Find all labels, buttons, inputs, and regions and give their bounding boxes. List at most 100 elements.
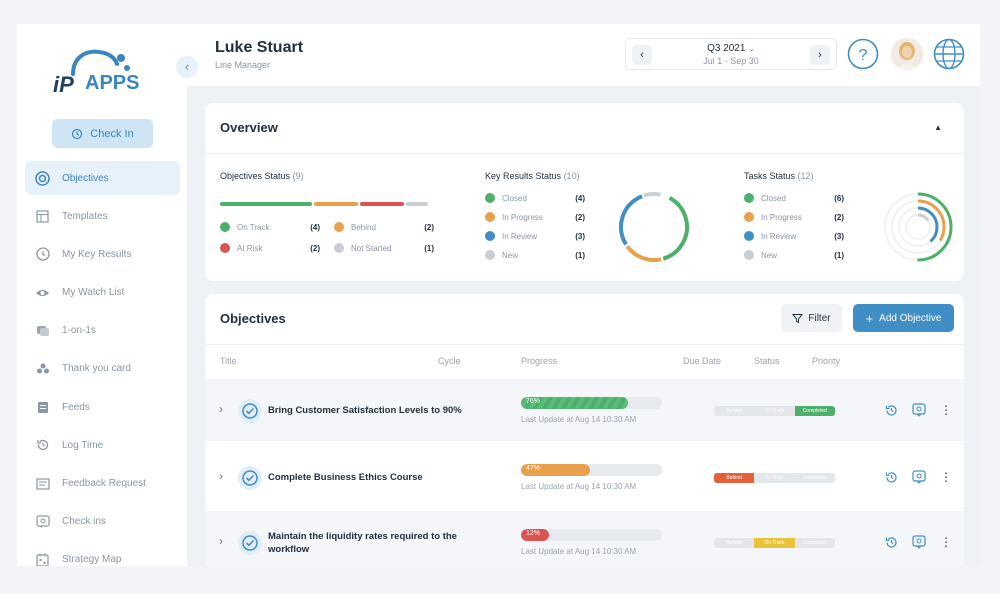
mail-icon [35,476,50,491]
legend-label: In Progress [502,212,543,222]
radial-arc-in-review [897,206,939,248]
legend-dot [485,193,495,203]
status-option-behind[interactable]: Behind [714,473,755,483]
more-options-icon[interactable]: ⋮ [940,535,952,549]
sidebar-item-templates[interactable]: Templates [25,199,180,233]
check-in-label: Check In [90,127,134,140]
checkin-icon[interactable] [912,535,926,549]
quarter-dropdown[interactable]: Q3 2021 ⌄ [626,43,836,54]
column-header-priority[interactable]: Priority [812,356,841,366]
globe-icon[interactable] [933,38,965,70]
legend-label: In Review [761,231,797,241]
legend-dot [334,243,344,253]
clock-icon [35,247,50,262]
sidebar-item-my-watch-list[interactable]: My Watch List [25,276,180,310]
radial-arc-new [904,213,932,241]
sidebar-item-check-ins[interactable]: Check ins [25,505,180,539]
add-objective-label: Add Objective [879,312,942,324]
sidebar-item-my-key-results[interactable]: My Key Results [25,237,180,271]
legend-label: Behind [351,222,376,232]
chevron-down-icon: ⌄ [748,44,755,53]
legend-item: At Risk (2) [220,243,320,253]
sidebar-item-thank-you-card[interactable]: Thank you card [25,352,180,386]
objective-title[interactable]: Complete Business Ethics Course [268,472,423,483]
history-icon[interactable] [885,471,898,484]
legend-value: (4) [575,193,585,203]
table-row[interactable]: › Maintain the liquidity rates required … [205,511,964,566]
sidebar-item-strategy-map[interactable]: Strategy Map [25,543,180,566]
tasks-status-count: (12) [797,171,814,181]
chevron-left-icon: ‹ [640,49,644,61]
chevron-right-icon: › [818,49,822,61]
expand-row-icon[interactable]: › [219,402,223,416]
column-header-status[interactable]: Status [754,356,780,366]
status-selector[interactable]: Behind On Track Completed [714,406,835,416]
status-option-completed[interactable]: Completed [794,538,835,548]
status-option-behind[interactable]: Behind [714,406,755,416]
divider [205,344,964,345]
status-option-on-track[interactable]: On Track [754,538,795,548]
sidebar-item-objectives[interactable]: Objectives [25,161,180,195]
status-option-behind[interactable]: Behind [714,538,755,548]
quarter-selector: ‹ Q3 2021 ⌄ Jul 1 - Sep 30 › [625,38,837,70]
column-header-title[interactable]: Title [220,356,237,366]
legend-dot [485,212,495,222]
column-header-cycle[interactable]: Cycle [438,356,461,366]
donut-segment-closed [619,192,689,262]
legend-value: (1) [575,250,585,260]
legend-dot [220,243,230,253]
status-option-on-track[interactable]: On Track [754,473,795,483]
filter-button[interactable]: Filter [781,304,842,332]
more-options-icon[interactable]: ⋮ [940,470,952,484]
radial-arc-closed [883,192,953,262]
sidebar-item-feeds[interactable]: Feeds [25,390,180,424]
status-selector[interactable]: Behind On Track Completed [714,473,835,483]
avatar[interactable] [891,38,923,70]
checkin-icon[interactable] [912,403,926,417]
legend-value: (6) [834,193,844,203]
legend-label: New [502,250,519,260]
table-row[interactable]: › Bring Customer Satisfaction Levels to … [205,379,964,441]
column-header-due-date[interactable]: Due Date [683,356,722,366]
legend-dot [744,193,754,203]
status-selector[interactable]: Behind On Track Completed [714,538,835,548]
check-in-button[interactable]: Check In [52,119,153,148]
top-header: Luke Stuart Line Manager ‹ Q3 2021 ⌄ Jul… [187,24,980,86]
status-option-completed[interactable]: Completed [794,473,835,483]
table-row[interactable]: › Complete Business Ethics Course 47% La… [205,446,964,508]
checkin-icon[interactable] [912,470,926,484]
previous-quarter-button[interactable]: ‹ [632,45,652,65]
legend-value: (2) [834,212,844,222]
expand-row-icon[interactable]: › [219,469,223,483]
sidebar-item-feedback-request[interactable]: Feedback Request [25,467,180,501]
expand-row-icon[interactable]: › [219,534,223,548]
next-quarter-button[interactable]: › [810,45,830,65]
help-icon[interactable]: ? [847,38,879,70]
collapse-sidebar-button[interactable]: ‹ [176,56,198,78]
status-option-completed[interactable]: Completed [794,406,835,416]
objectives-card: Objectives Filter + Add Objective Title … [205,294,964,566]
more-options-icon[interactable]: ⋮ [940,403,952,417]
objective-title[interactable]: Maintain the liquidity rates required to… [268,531,457,555]
key-results-status-label: Key Results Status [485,171,562,181]
objective-title[interactable]: Bring Customer Satisfaction Levels to 90… [268,405,462,416]
sidebar-item-log-time[interactable]: Log Time [25,428,180,462]
legend-label: New [761,250,778,260]
legend-value: (4) [310,222,320,232]
collapse-overview-icon[interactable]: ▲ [934,123,942,132]
legend-label: Closed [502,193,527,203]
legend-dot [485,250,495,260]
legend-dot [744,231,754,241]
history-icon[interactable] [885,536,898,549]
status-option-on-track[interactable]: On Track [754,406,795,416]
divider [205,153,964,154]
column-header-progress[interactable]: Progress [521,356,558,366]
add-objective-button[interactable]: + Add Objective [853,304,954,332]
sidebar-item-1-on-1s[interactable]: 1-on-1s [25,314,180,348]
legend-item: In Progress (2) [485,212,585,222]
history-icon[interactable] [885,404,898,417]
objective-icon [238,399,262,423]
legend-value: (2) [575,212,585,222]
map-icon [35,552,50,566]
sidebar-item-label: Log Time [62,439,104,451]
